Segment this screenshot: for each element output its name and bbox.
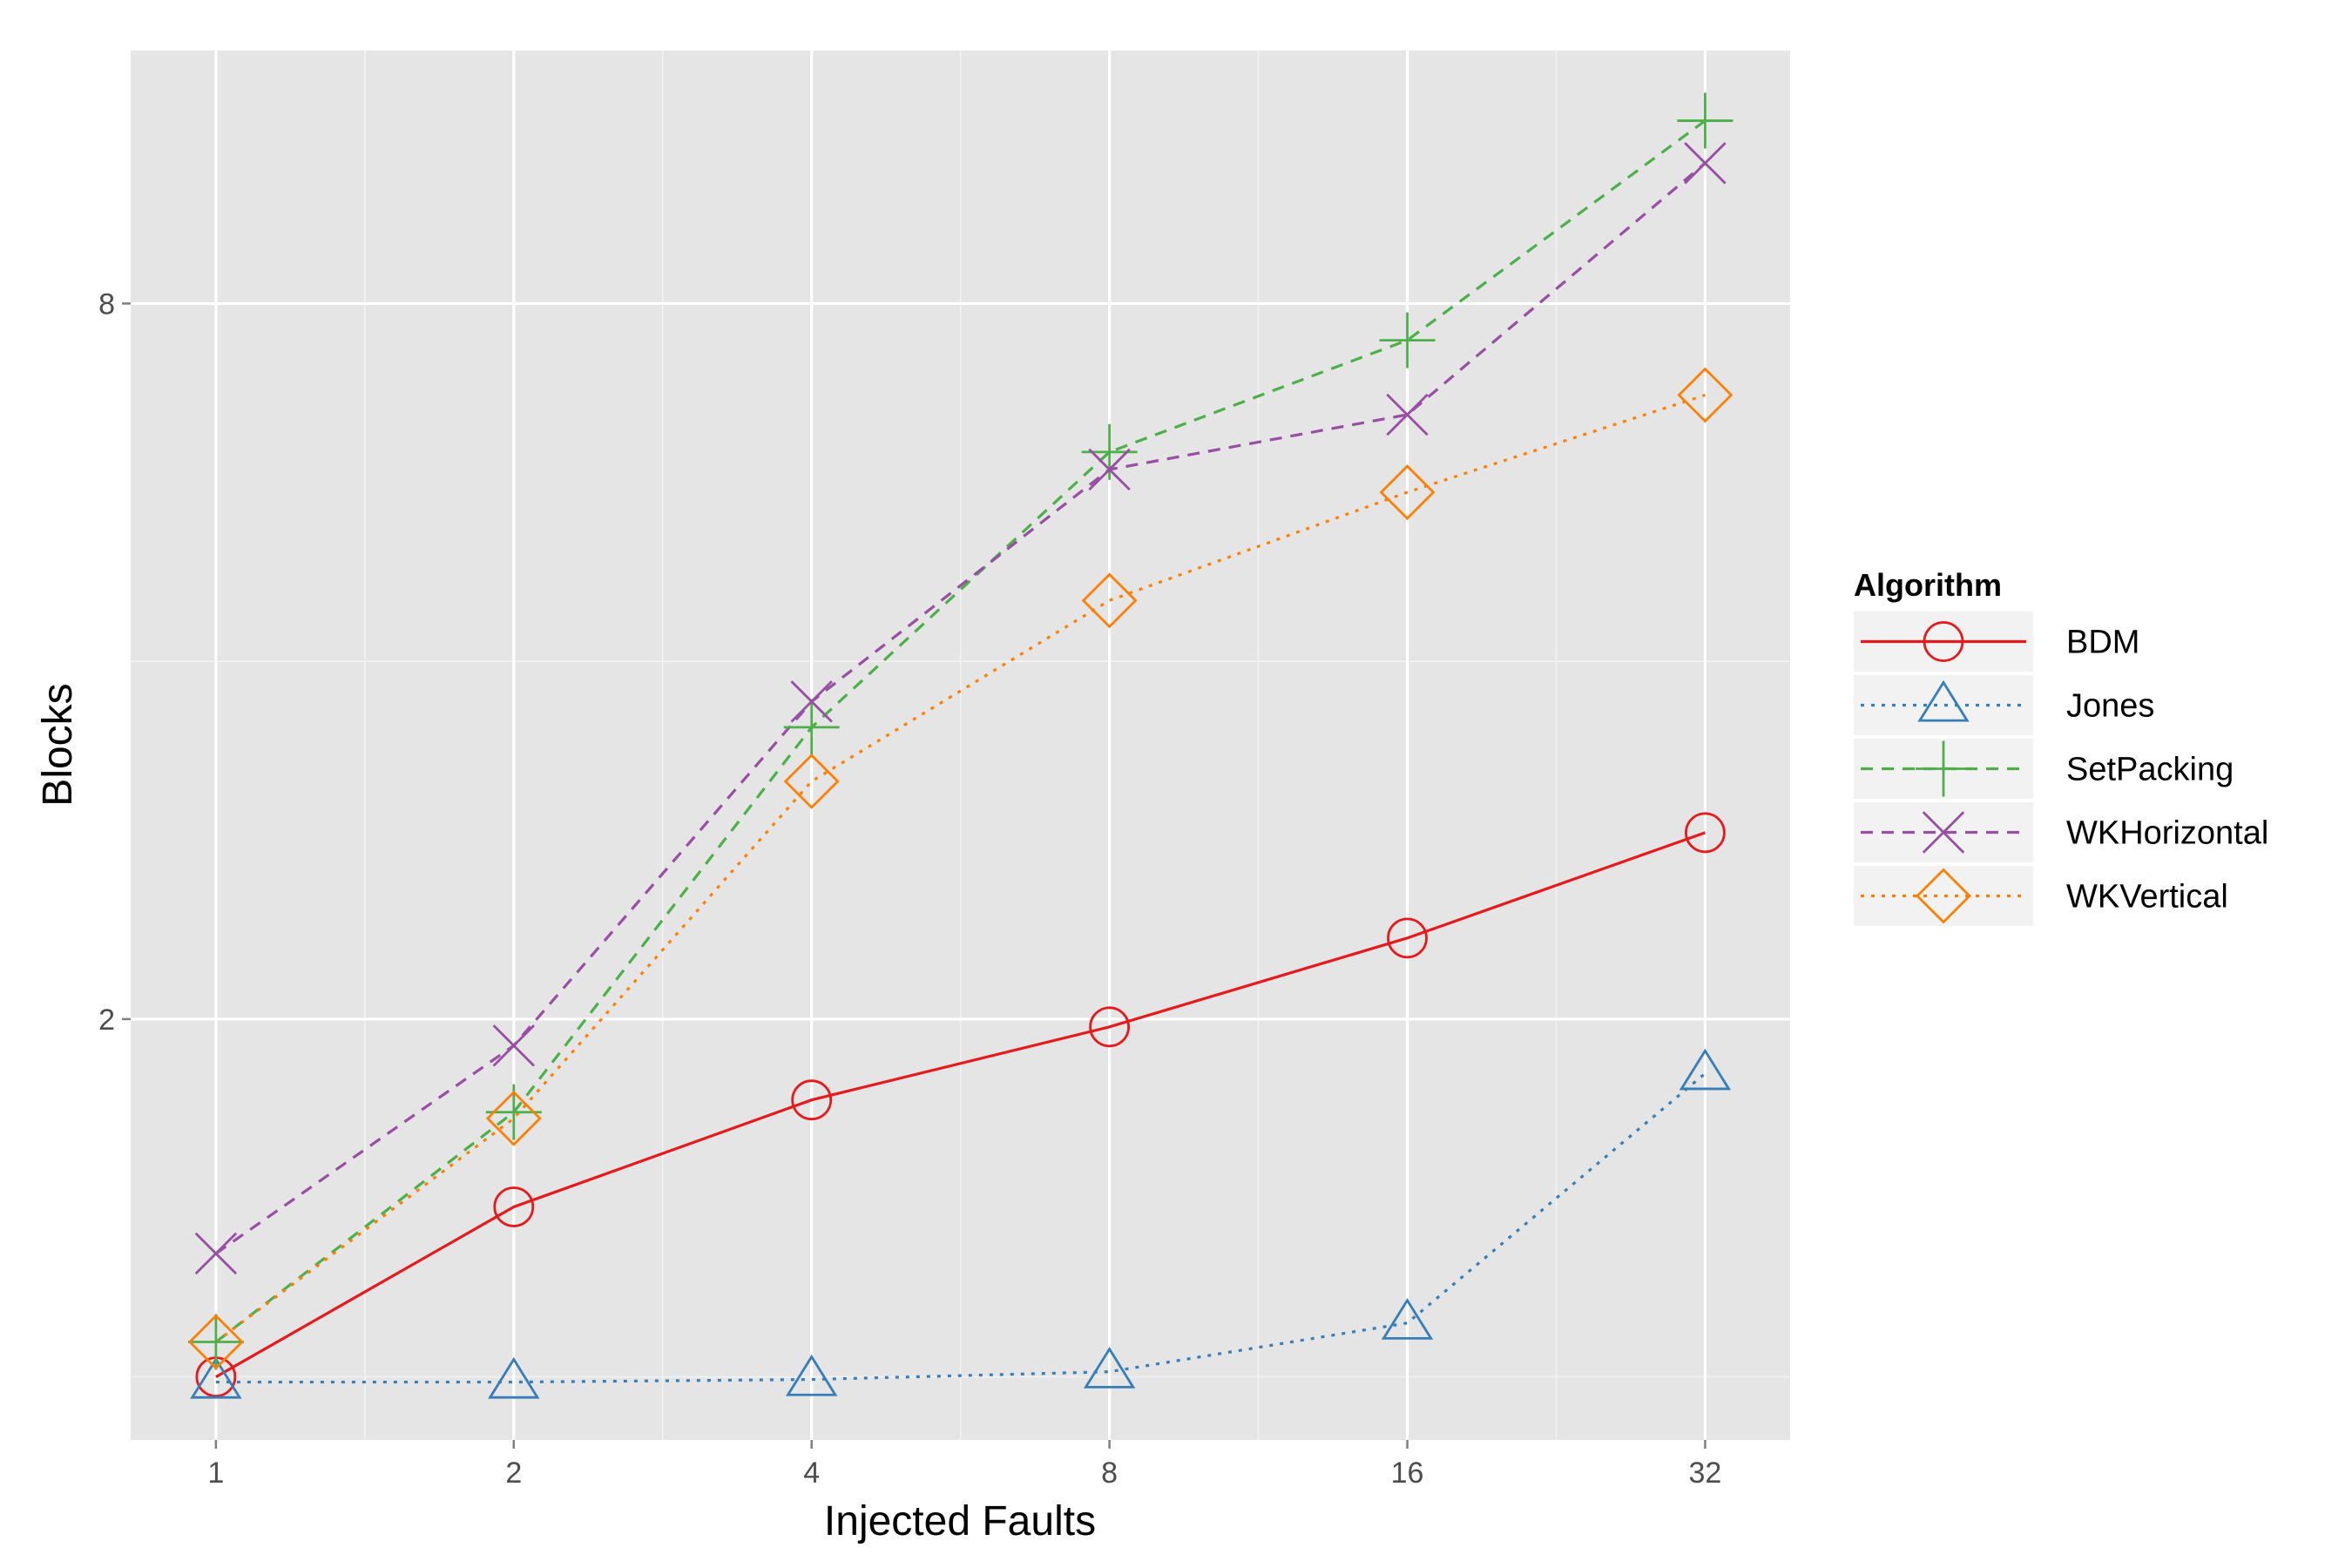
legend: Algorithm BDM Jones SetPacking WKHorizontal…: [1854, 567, 2268, 926]
marker-wkhorizontal: [1386, 393, 1429, 436]
marker-jones: [1679, 1048, 1732, 1091]
legend-label: WKHorizontal: [2066, 815, 2268, 852]
legend-item-wkvertical: WKVertical: [1854, 866, 2228, 926]
marker-wkhorizontal: [1684, 142, 1727, 185]
legend-item-wkhorizontal: WKHorizontal: [1854, 802, 2268, 862]
y-axis: 28: [98, 287, 131, 1037]
x-tick-label: 2: [505, 1456, 522, 1490]
legend-item-setpacking: SetPacking: [1854, 739, 2234, 799]
marker-bdm: [791, 1079, 833, 1121]
x-tick-label: 8: [1101, 1456, 1118, 1490]
legend-items: BDM Jones SetPacking WKHorizontal WKVertical: [1854, 612, 2268, 926]
legend-item-bdm: BDM: [1854, 612, 2139, 672]
y-tick-label: 2: [98, 1004, 115, 1037]
legend-label: SetPacking: [2066, 752, 2234, 788]
marker-wkhorizontal: [194, 1232, 238, 1275]
legend-key-marker: [1922, 811, 1965, 854]
marker-wkvertical: [783, 753, 840, 809]
x-tick-label: 1: [207, 1456, 224, 1490]
legend-key-marker: [1917, 679, 1970, 722]
legend-item-jones: Jones: [1854, 675, 2154, 735]
marker-jones: [488, 1356, 540, 1399]
marker-jones: [1083, 1347, 1136, 1389]
y-axis-title: Blocks: [35, 683, 81, 806]
marker-jones: [1381, 1298, 1434, 1340]
legend-key-background: [1854, 866, 2033, 926]
series-lines: [214, 119, 1707, 1384]
marker-wkvertical: [187, 1314, 244, 1370]
marker-jones: [785, 1354, 838, 1396]
x-axis: 1 2 4 8 16 32: [207, 1440, 1721, 1490]
series-markers: [187, 92, 1734, 1399]
legend-key-marker: [1916, 868, 1971, 924]
legend-label: WKVertical: [2066, 879, 2228, 916]
marker-wkvertical: [1677, 367, 1734, 423]
y-tick-label: 8: [98, 287, 115, 321]
series-line-bdm: [215, 831, 1706, 1378]
marker-wkvertical: [485, 1090, 542, 1146]
marker-wkhorizontal: [1088, 448, 1131, 491]
marker-wkhorizontal: [492, 1024, 535, 1067]
marker-bdm: [493, 1186, 535, 1227]
marker-bdm: [1387, 917, 1428, 959]
x-tick-label: 16: [1391, 1456, 1424, 1490]
legend-title: Algorithm: [1854, 567, 2002, 603]
marker-wkvertical: [1379, 464, 1436, 521]
legend-key-marker: [1916, 740, 1971, 797]
marker-setpacking: [1379, 312, 1436, 368]
marker-bdm: [1685, 812, 1726, 854]
marker-setpacking: [187, 1314, 244, 1370]
series-line-wkvertical: [214, 393, 1706, 1343]
x-tick-label: 32: [1689, 1456, 1722, 1490]
marker-wkvertical: [1081, 572, 1138, 629]
series-line-jones: [215, 1072, 1707, 1384]
x-axis-title: Injected Faults: [824, 1498, 1096, 1544]
x-tick-label: 4: [803, 1456, 820, 1490]
marker-wkhorizontal: [790, 680, 833, 723]
legend-key-marker: [1923, 621, 1964, 662]
series-line-wkhorizontal: [214, 162, 1707, 1255]
legend-label: BDM: [2066, 625, 2139, 661]
marker-bdm: [1089, 1006, 1131, 1048]
legend-label: Jones: [2066, 688, 2154, 725]
marker-setpacking: [783, 699, 840, 755]
marker-setpacking: [1677, 92, 1734, 149]
marker-jones: [190, 1356, 242, 1399]
